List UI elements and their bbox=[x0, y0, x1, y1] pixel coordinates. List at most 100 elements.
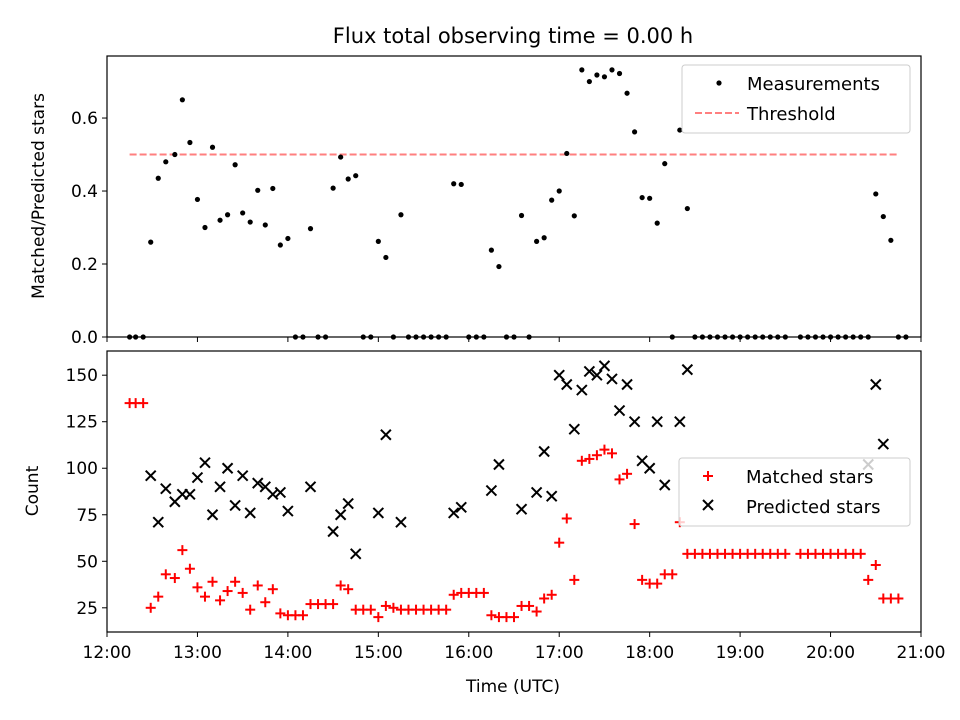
predicted-star-point bbox=[229, 499, 241, 512]
predicted-star-point bbox=[160, 483, 172, 495]
legend-matched-marker bbox=[703, 471, 713, 481]
matched-star-point bbox=[478, 587, 489, 598]
matched-star-point bbox=[599, 444, 610, 455]
predicted-star-point bbox=[380, 429, 392, 441]
top-y-tick-label: 0.6 bbox=[71, 109, 98, 129]
top-y-axis-label: Matched/Predicted stars bbox=[29, 93, 49, 299]
matched-star-point bbox=[335, 580, 346, 591]
measurement-point bbox=[488, 247, 494, 253]
predicted-star-point bbox=[236, 469, 249, 482]
measurement-point bbox=[586, 78, 592, 85]
measurement-point bbox=[285, 235, 291, 242]
matched-star-point bbox=[448, 589, 459, 600]
measurement-point bbox=[677, 127, 683, 133]
matched-star-point bbox=[539, 593, 550, 604]
predicted-star-point bbox=[628, 416, 641, 428]
measurement-point bbox=[375, 238, 381, 244]
matched-star-point bbox=[373, 612, 384, 623]
matched-star-point bbox=[184, 563, 195, 574]
bottom-x-tick-label: 19:00 bbox=[716, 643, 765, 663]
top-y-tick-label: 0.0 bbox=[71, 328, 98, 348]
bottom-marks-layer bbox=[124, 360, 904, 623]
predicted-star-point bbox=[583, 365, 596, 378]
matched-star-point bbox=[667, 569, 678, 580]
predicted-star-point bbox=[485, 484, 498, 497]
legend-predicted-label: Predicted stars bbox=[746, 497, 880, 518]
bottom-y-axis-label: Count bbox=[23, 465, 43, 516]
bottom-tick-layer: 12:00 13:00 14:00 15:00 16:00 17:00 18:00 19:00… bbox=[66, 366, 946, 663]
matched-star-point bbox=[554, 537, 565, 548]
matched-star-point bbox=[199, 591, 210, 602]
bottom-legend: Matched stars Predicted stars bbox=[678, 457, 911, 527]
matched-star-point bbox=[145, 602, 156, 613]
measurement-point bbox=[338, 154, 344, 160]
predicted-star-point bbox=[621, 378, 633, 391]
measurement-point bbox=[353, 173, 359, 179]
bottom-x-tick-label: 14:00 bbox=[263, 643, 312, 663]
measurement-point bbox=[601, 74, 608, 80]
bottom-y-tick-label: 125 bbox=[66, 413, 98, 433]
measurement-point bbox=[556, 188, 562, 194]
measurement-point bbox=[202, 224, 208, 231]
matched-star-point bbox=[267, 584, 278, 595]
top-panel: 0.0 0.2 0.4 0.6 Matched/Predicted stars Mea… bbox=[29, 55, 922, 348]
predicted-star-point bbox=[342, 497, 354, 510]
matched-star-point bbox=[365, 604, 376, 615]
measurement-point bbox=[270, 185, 276, 192]
measurement-point bbox=[240, 210, 246, 216]
predicted-star-point bbox=[206, 509, 219, 521]
matched-star-point bbox=[160, 569, 171, 580]
predicted-star-point bbox=[598, 360, 611, 372]
predicted-star-point bbox=[613, 404, 626, 417]
measurement-point bbox=[179, 97, 185, 103]
matched-star-point bbox=[591, 450, 602, 461]
measurement-point bbox=[194, 196, 201, 203]
measurement-point bbox=[247, 219, 253, 225]
bottom-x-tick-label: 17:00 bbox=[535, 643, 584, 663]
matched-star-point bbox=[388, 602, 399, 613]
measurement-point bbox=[631, 129, 638, 135]
measurement-point bbox=[518, 212, 525, 219]
matched-star-point bbox=[441, 604, 452, 615]
matched-star-point bbox=[584, 453, 595, 464]
top-axes-frame bbox=[106, 55, 922, 338]
measurement-point bbox=[277, 242, 283, 248]
bottom-x-axis-label: Time (UTC) bbox=[465, 677, 560, 697]
predicted-star-point bbox=[606, 373, 618, 385]
matched-star-point bbox=[343, 584, 354, 595]
predicted-star-point bbox=[152, 516, 164, 528]
matched-star-point bbox=[230, 576, 241, 587]
matched-star-point bbox=[380, 600, 391, 611]
predicted-star-point bbox=[334, 509, 347, 521]
predicted-star-point bbox=[561, 378, 573, 391]
matched-star-point bbox=[222, 586, 233, 597]
measurement-point bbox=[148, 239, 154, 245]
measurement-point bbox=[624, 90, 630, 96]
measurement-point bbox=[232, 162, 238, 168]
matched-star-point bbox=[245, 604, 256, 615]
measurement-point bbox=[880, 213, 886, 220]
top-y-tick-label: 0.4 bbox=[71, 182, 98, 202]
measurement-point bbox=[330, 185, 336, 191]
legend-matched-label: Matched stars bbox=[746, 467, 873, 488]
top-legend-box bbox=[681, 64, 911, 134]
predicted-star-point bbox=[252, 477, 264, 489]
measurement-point bbox=[873, 191, 879, 197]
matched-star-point bbox=[576, 455, 587, 466]
predicted-star-point bbox=[244, 507, 256, 519]
measurement-point bbox=[616, 70, 623, 77]
top-legend: Measurements Threshold bbox=[681, 64, 911, 134]
measurement-point bbox=[662, 161, 668, 167]
bottom-y-tick-label: 75 bbox=[76, 506, 98, 526]
predicted-star-point bbox=[576, 384, 588, 396]
matched-star-point bbox=[207, 576, 218, 587]
matched-star-point bbox=[297, 610, 308, 621]
figure-title: Flux total observing time = 0.00 h bbox=[333, 24, 693, 48]
bottom-y-tick-label: 100 bbox=[66, 459, 98, 479]
bottom-x-tick-label: 16:00 bbox=[444, 643, 493, 663]
measurement-point bbox=[579, 67, 585, 73]
matched-star-point bbox=[237, 587, 248, 598]
predicted-star-point bbox=[221, 462, 234, 474]
bottom-y-tick-label: 50 bbox=[76, 552, 98, 572]
